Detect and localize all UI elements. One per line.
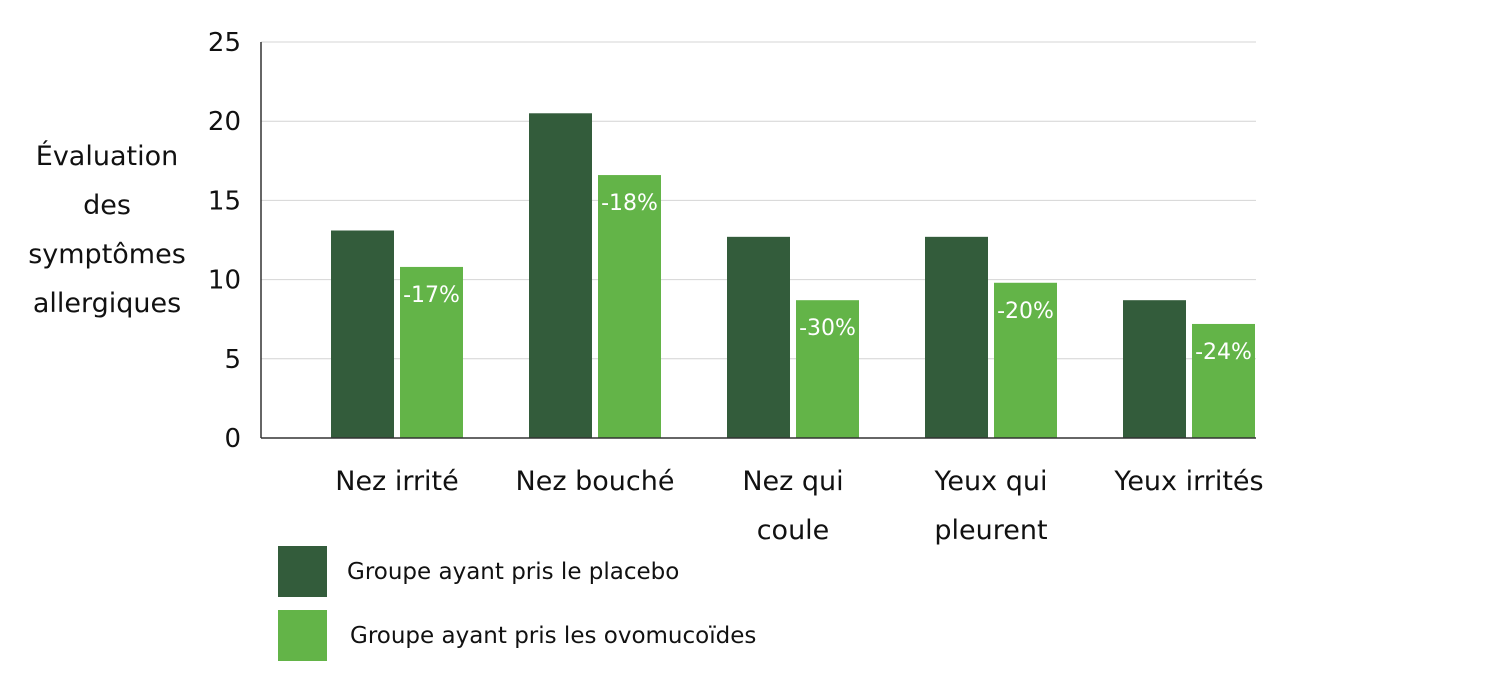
y-axis-label-line: allergiques (33, 288, 181, 319)
y-axis-label: Évaluation des symptômes allergiques (28, 140, 186, 319)
y-tick-label: 5 (224, 345, 241, 375)
bar (796, 300, 859, 438)
x-category-label: Nez qui (742, 466, 843, 497)
data-label: -20% (997, 299, 1054, 324)
bar (994, 282, 1057, 438)
y-tick-label: 0 (224, 424, 241, 454)
bar (1123, 300, 1186, 438)
bar (529, 113, 592, 438)
bar (1192, 323, 1255, 438)
x-category-label: Nez irrité (335, 466, 459, 497)
bar (598, 175, 661, 438)
y-axis-label-line: Évaluation (36, 140, 178, 172)
bar (727, 236, 790, 438)
data-label: -18% (601, 191, 658, 216)
x-category-label: Yeux qui (934, 466, 1048, 497)
legend-label: Groupe ayant pris le placebo (347, 559, 679, 585)
bars: -17% -18% -30% -20% -24% (331, 113, 1255, 438)
legend-swatch (278, 610, 327, 661)
legend-label: Groupe ayant pris les ovomucoïdes (350, 623, 756, 649)
x-category-label: Yeux irrités (1113, 466, 1263, 497)
x-category-label: pleurent (934, 515, 1047, 546)
axes (260, 42, 1256, 439)
data-label: -24% (1195, 340, 1252, 365)
data-label: -30% (799, 316, 856, 341)
bar (331, 230, 394, 438)
data-label: -17% (403, 283, 460, 308)
x-category-label: Nez bouché (516, 466, 675, 497)
bar (925, 236, 988, 438)
y-axis-label-line: des (83, 190, 131, 221)
y-tick-label: 15 (208, 186, 241, 216)
x-category-label: coule (757, 515, 830, 546)
x-axis-categories: Nez irrité Nez bouché Nez qui coule Yeux qui… (335, 466, 1263, 546)
bar (400, 266, 463, 438)
y-tick-label: 20 (208, 107, 241, 137)
legend: Groupe ayant pris le placebo Groupe ayant… (278, 546, 756, 661)
y-axis-label-line: symptômes (28, 239, 186, 270)
y-tick-label: 25 (208, 28, 241, 58)
y-axis-ticks: 0 5 10 15 20 25 (208, 28, 241, 454)
y-tick-label: 10 (208, 266, 241, 296)
legend-swatch (278, 546, 327, 597)
